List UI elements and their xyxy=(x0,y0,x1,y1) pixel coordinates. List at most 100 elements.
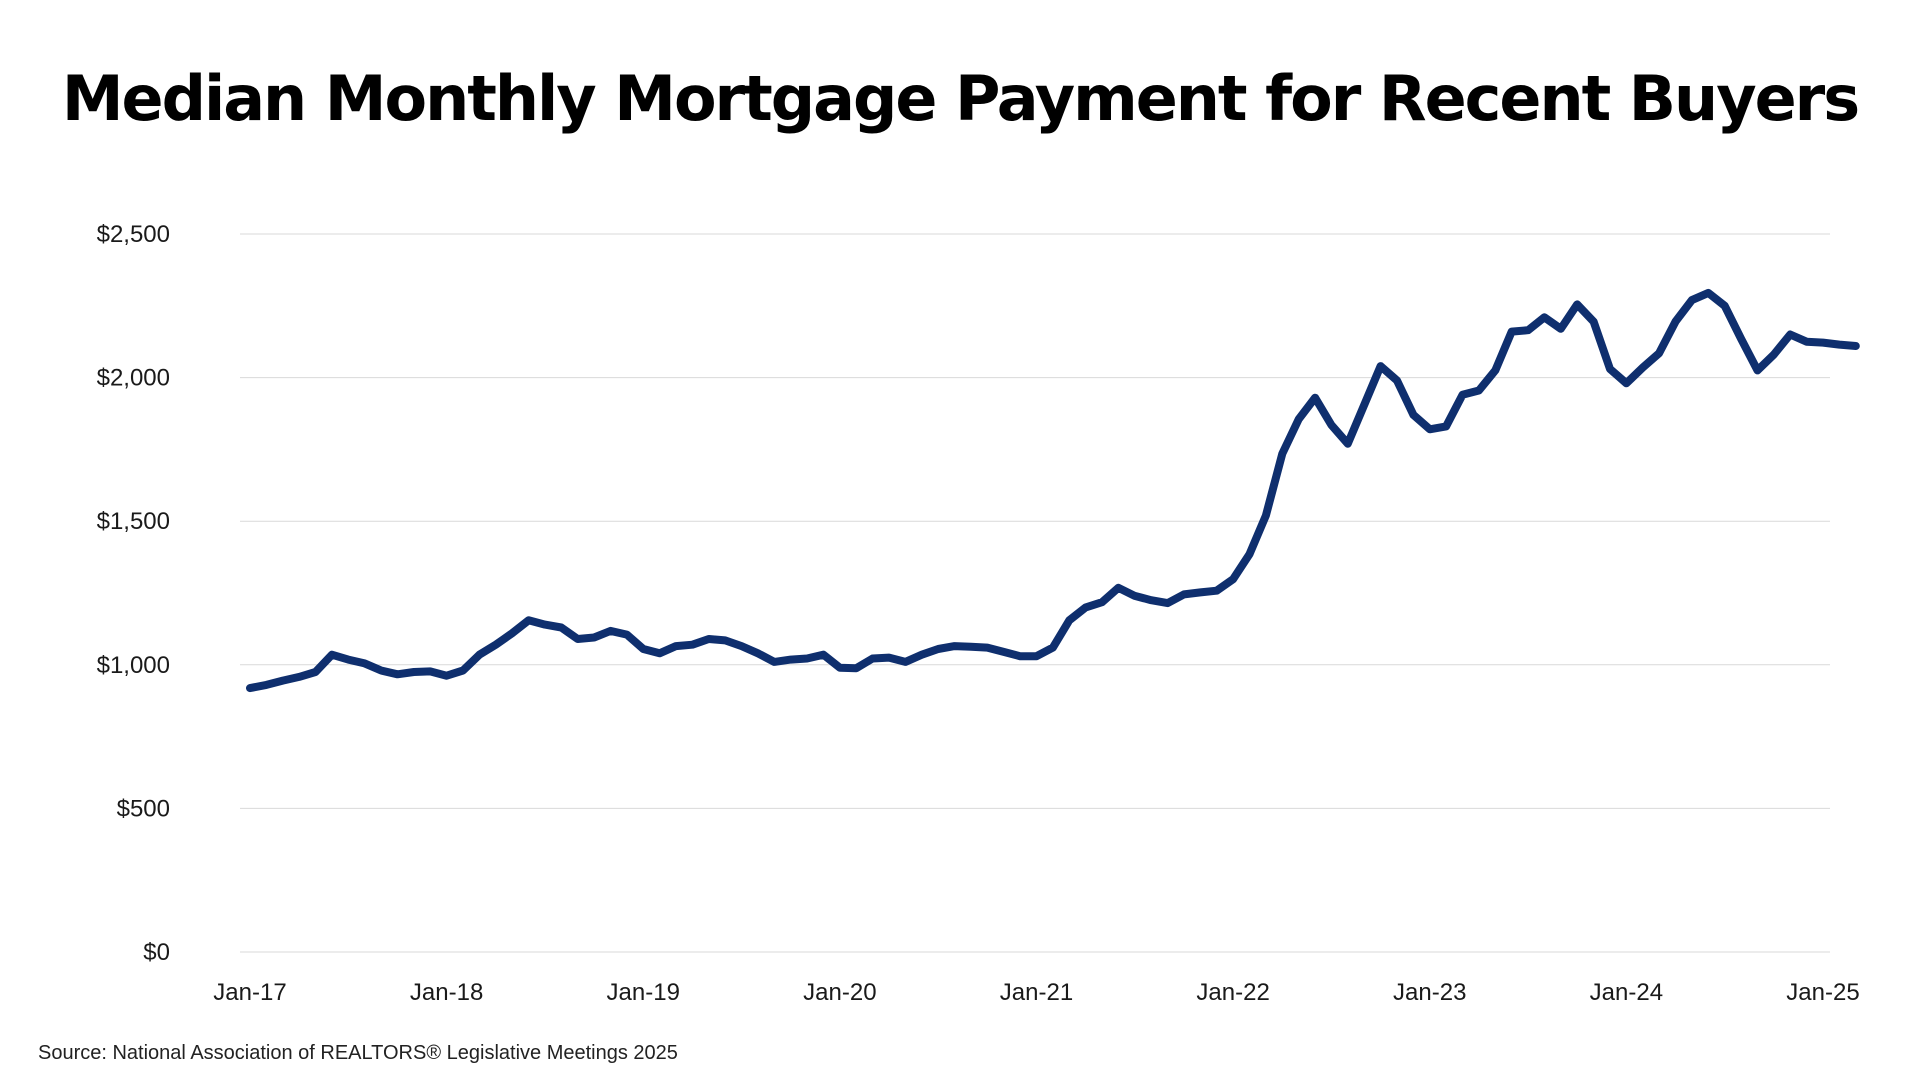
data-point xyxy=(1066,617,1073,624)
data-point xyxy=(1623,380,1630,387)
data-point xyxy=(771,658,778,665)
data-point xyxy=(1000,648,1007,655)
x-tick-label: Jan-23 xyxy=(1393,979,1466,1006)
data-point xyxy=(1426,426,1433,433)
data-point xyxy=(967,643,974,650)
data-point xyxy=(1410,411,1417,418)
data-point xyxy=(869,655,876,662)
data-point xyxy=(1148,597,1155,604)
data-point xyxy=(476,651,483,658)
data-point xyxy=(1688,297,1695,304)
data-point xyxy=(558,624,565,631)
data-point xyxy=(1459,391,1466,398)
y-tick-label: $1,000 xyxy=(97,652,170,679)
y-tick-label: $1,500 xyxy=(97,508,170,535)
data-point xyxy=(345,656,352,663)
data-point xyxy=(1164,600,1171,607)
series-line xyxy=(246,288,1860,693)
data-point xyxy=(1721,302,1728,309)
data-point xyxy=(1770,351,1777,358)
data-point xyxy=(951,643,958,650)
data-point xyxy=(754,650,761,657)
data-point xyxy=(607,627,614,634)
x-tick-label: Jan-17 xyxy=(213,979,286,1006)
data-point xyxy=(361,660,368,667)
data-point xyxy=(1180,591,1187,598)
data-point xyxy=(1131,592,1138,599)
data-point xyxy=(853,665,860,672)
data-point xyxy=(1328,421,1335,428)
data-point xyxy=(1672,318,1679,325)
data-point xyxy=(1557,325,1564,332)
data-point xyxy=(738,643,745,650)
data-point xyxy=(427,668,434,675)
data-point xyxy=(541,621,548,628)
data-point xyxy=(836,664,843,671)
data-point xyxy=(1197,589,1204,596)
x-tick-label: Jan-21 xyxy=(1000,979,1073,1006)
y-tick-label: $0 xyxy=(143,939,170,966)
x-tick-label: Jan-24 xyxy=(1590,979,1663,1006)
data-point xyxy=(705,635,712,642)
data-point xyxy=(1639,364,1646,371)
y-tick-label: $2,000 xyxy=(97,365,170,392)
data-point xyxy=(1017,653,1024,660)
data-point xyxy=(1361,401,1368,408)
data-point xyxy=(574,635,581,642)
y-tick-label: $500 xyxy=(117,795,170,822)
series-layer xyxy=(246,288,1860,693)
data-point xyxy=(509,630,516,637)
data-point xyxy=(640,646,647,653)
data-point xyxy=(787,656,794,663)
data-point xyxy=(1262,512,1269,519)
data-point xyxy=(1852,343,1859,350)
data-point xyxy=(1787,331,1794,338)
x-tick-label: Jan-20 xyxy=(803,979,876,1006)
data-point xyxy=(1295,416,1302,423)
data-point xyxy=(492,641,499,648)
data-point xyxy=(722,637,729,644)
data-point xyxy=(935,646,942,653)
data-point xyxy=(525,617,532,624)
data-point xyxy=(1443,423,1450,430)
data-point xyxy=(1099,599,1106,606)
data-point xyxy=(394,671,401,678)
data-point xyxy=(312,668,319,675)
data-point xyxy=(918,651,925,658)
data-point xyxy=(460,667,467,674)
data-point xyxy=(1541,314,1548,321)
data-point xyxy=(623,631,630,638)
y-axis-tick-labels: $0 $500 $1,000 $1,500 $2,000 $2,500 xyxy=(97,221,170,966)
data-point xyxy=(886,654,893,661)
data-point xyxy=(820,651,827,658)
data-point xyxy=(902,658,909,665)
data-point xyxy=(443,672,450,679)
x-axis-tick-labels: Jan-17 Jan-18 Jan-19 Jan-20 Jan-21 Jan-22 Jan-… xyxy=(213,979,1859,1006)
y-tick-label: $2,500 xyxy=(97,221,170,248)
data-point xyxy=(1754,367,1761,374)
data-point xyxy=(1115,584,1122,591)
data-point xyxy=(279,677,286,684)
data-point xyxy=(1656,350,1663,357)
data-point xyxy=(1377,363,1384,370)
data-point xyxy=(1312,394,1319,401)
x-tick-label: Jan-25 xyxy=(1786,979,1859,1006)
data-point xyxy=(247,685,253,692)
x-tick-label: Jan-18 xyxy=(410,979,483,1006)
data-point xyxy=(410,668,417,675)
data-point xyxy=(689,641,696,648)
data-point xyxy=(1230,576,1237,583)
data-point xyxy=(1393,377,1400,384)
data-point xyxy=(328,651,335,658)
data-point xyxy=(673,643,680,650)
data-point xyxy=(378,667,385,674)
data-point xyxy=(984,644,991,651)
data-point xyxy=(1738,335,1745,342)
data-point xyxy=(1606,365,1613,372)
data-point xyxy=(591,634,598,641)
source-note: Source: National Association of REALTORS… xyxy=(38,1042,678,1064)
gridlines xyxy=(240,233,1830,953)
data-point xyxy=(1705,289,1712,296)
data-point xyxy=(1492,367,1499,374)
